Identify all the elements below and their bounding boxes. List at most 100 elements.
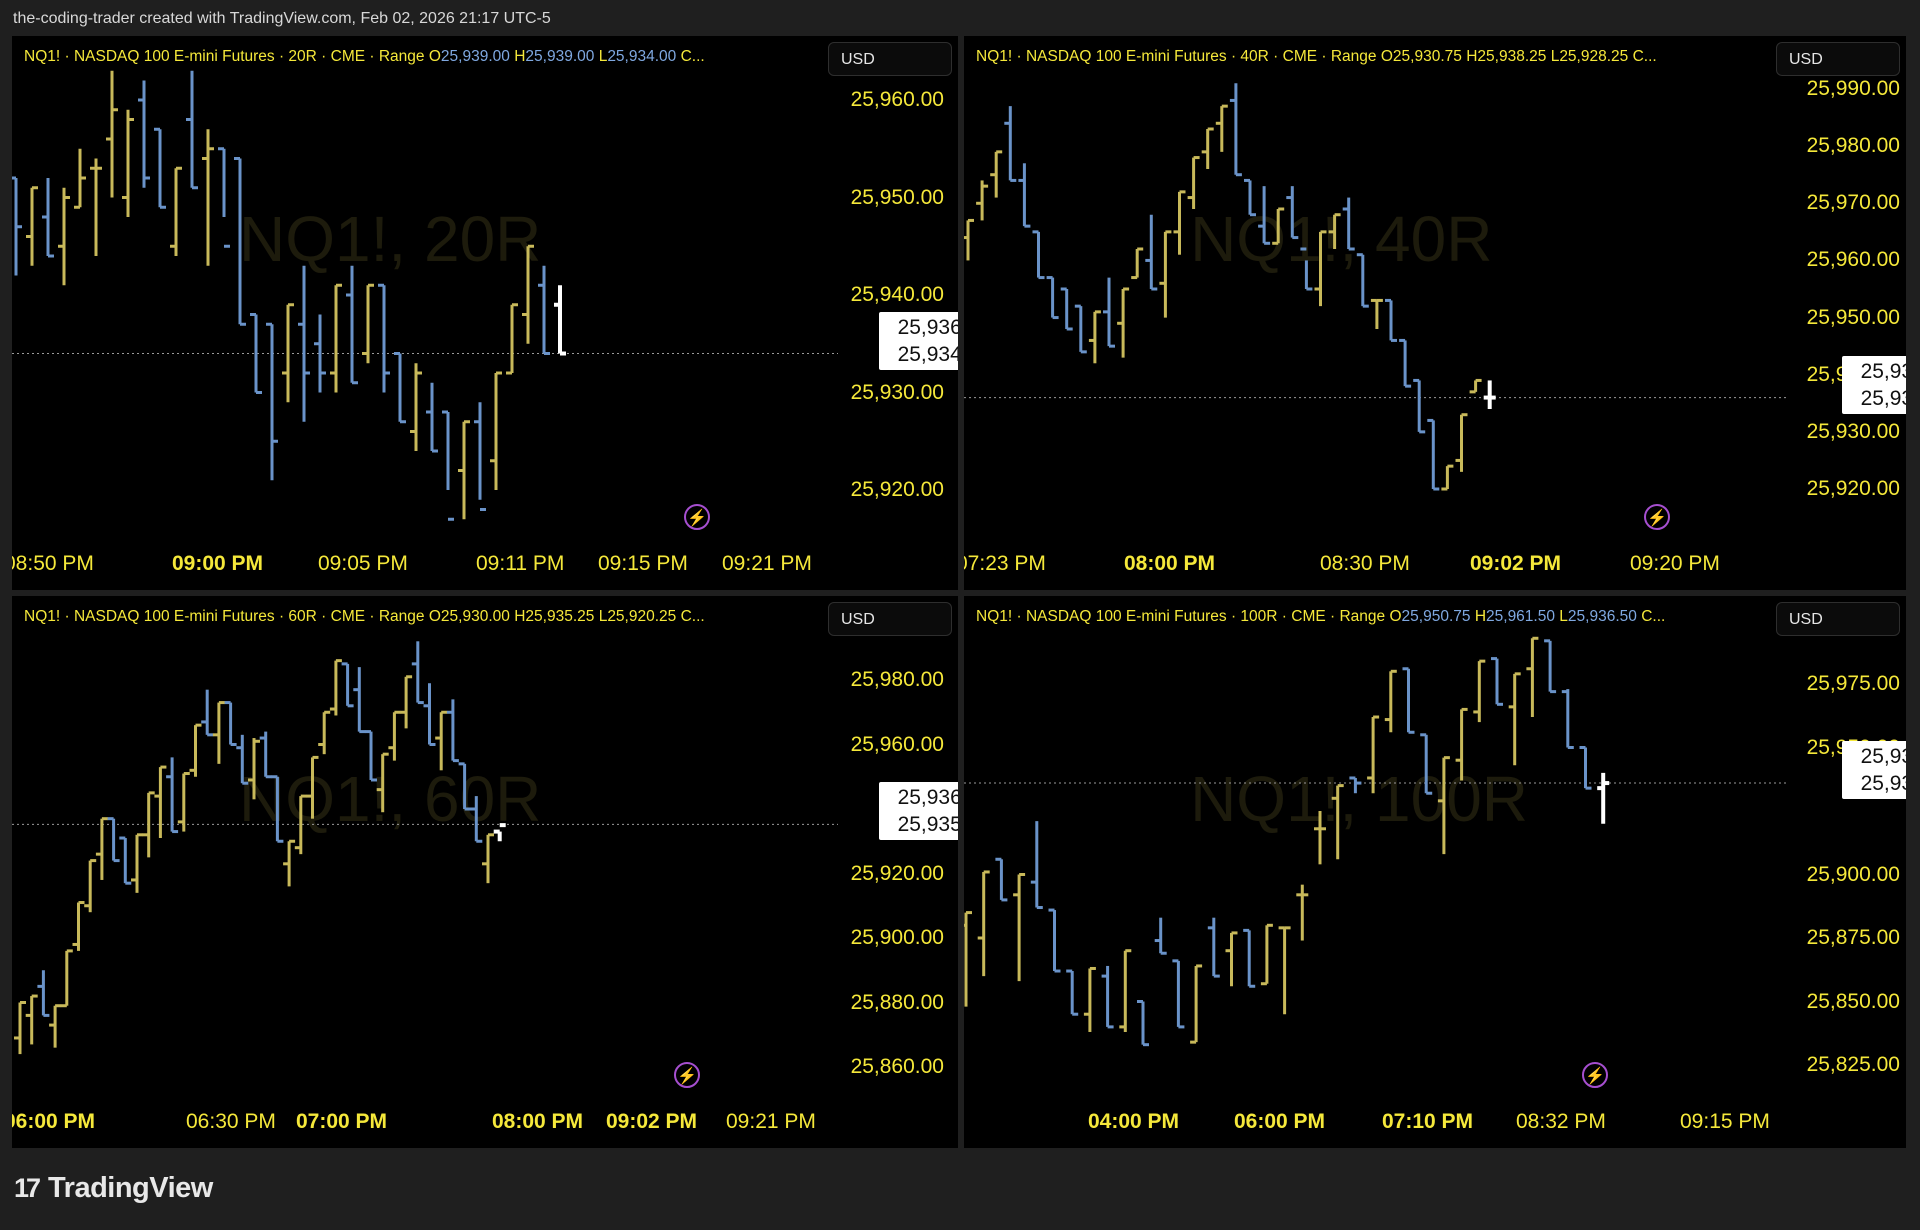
ohlc-bar — [107, 817, 120, 863]
lightning-icon[interactable]: ⚡ — [684, 504, 710, 530]
chart-panel-p100[interactable]: NQ1! · NASDAQ 100 E-mini Futures · 100R … — [964, 596, 1906, 1148]
ohlc-bar — [378, 283, 390, 393]
ohlc-bar — [1207, 917, 1220, 978]
ohlc-bar — [1066, 969, 1079, 1016]
ohlc-bar — [58, 187, 70, 286]
ohlc-bar — [458, 420, 470, 520]
lightning-icon[interactable]: ⚡ — [1582, 1062, 1608, 1088]
ohlc-bar — [106, 70, 118, 198]
ohlc-bar — [259, 731, 272, 779]
ohlc-bar — [1561, 689, 1574, 749]
price-axis-tick: 25,900.00 — [1806, 862, 1900, 886]
time-axis-tick: 09:02 PM — [606, 1110, 698, 1133]
price-plot-area[interactable] — [964, 36, 1786, 590]
ohlc-bar — [1314, 230, 1327, 307]
legend-open-label: O — [1380, 48, 1393, 65]
currency-button[interactable]: USD — [828, 42, 952, 76]
ohlc-bar — [131, 833, 143, 893]
ohlc-bar — [201, 689, 214, 737]
time-axis-tick: 08:00 PM — [1124, 552, 1216, 575]
ohlc-bar — [154, 765, 167, 839]
ohlc-bar — [493, 823, 506, 842]
price-label-value: 25,936.00 — [897, 315, 958, 339]
ohlc-bar — [1491, 657, 1503, 706]
price-axis-tick: 25,980.00 — [1806, 134, 1900, 158]
legend-high-label: H — [1466, 48, 1478, 65]
ohlc-bar — [522, 244, 534, 344]
lightning-icon[interactable]: ⚡ — [1644, 504, 1670, 530]
price-plot-area[interactable] — [964, 596, 1786, 1148]
currency-button[interactable]: USD — [828, 602, 952, 636]
time-axis-tick: 08:30 PM — [1320, 552, 1410, 575]
ohlc-bar — [426, 382, 438, 453]
ohlc-bar — [1243, 928, 1256, 988]
price-plot-area[interactable] — [12, 596, 838, 1148]
current-price-label: 25,936.50 25,936.00 — [1842, 741, 1906, 800]
chart-legend: NQ1! · NASDAQ 100 E-mini Futures · 60R ·… — [24, 608, 705, 626]
current-price-label: 25,936.00 25,934.00 — [879, 311, 958, 370]
ohlc-bar — [1286, 186, 1299, 240]
price-axis-tick: 25,850.00 — [1806, 989, 1900, 1013]
ohlc-bar — [1455, 413, 1468, 472]
price-label-value: 25,936.00 — [897, 786, 958, 810]
ohlc-bar — [482, 833, 494, 884]
legend-close-label: C... — [680, 48, 705, 65]
legend-low-label: L — [598, 608, 608, 625]
ohlc-bar — [1060, 287, 1073, 331]
ohlc-bar — [388, 710, 401, 761]
legend-open-label: O — [1389, 608, 1402, 625]
ohlc-bar — [1349, 776, 1362, 794]
chart-panel-p40[interactable]: NQ1! · NASDAQ 100 E-mini Futures · 40R ·… — [964, 36, 1906, 590]
ohlc-bar — [122, 109, 134, 217]
ohlc-bar — [1190, 964, 1203, 1044]
legend-symbol: NQ1! · NASDAQ 100 E-mini Futures · 100R … — [976, 608, 1386, 625]
ohlc-bar — [202, 129, 214, 266]
price-axis-tick: 25,920.00 — [850, 478, 944, 501]
ohlc-bar — [1420, 733, 1433, 795]
time-axis-tick: 08:32 PM — [1516, 1110, 1606, 1133]
ohlc-bar — [250, 313, 262, 394]
ohlc-bar — [1579, 746, 1592, 790]
ohlc-bar — [1032, 230, 1045, 280]
ohlc-bar — [14, 1001, 26, 1055]
time-axis-tick: 07:10 PM — [1382, 1110, 1474, 1133]
time-axis-tick: 09:11 PM — [476, 552, 565, 575]
ohlc-bar — [1260, 923, 1273, 986]
ohlc-bar — [1331, 784, 1344, 860]
tradingview-logo[interactable]: 17 TradingView — [14, 1172, 213, 1205]
chart-legend: NQ1! · NASDAQ 100 E-mini Futures · 100R … — [976, 608, 1665, 626]
price-axis-tick: 25,970.00 — [1806, 191, 1900, 215]
chart-legend: NQ1! · NASDAQ 100 E-mini Futures · 20R ·… — [24, 48, 705, 66]
ohlc-bar — [1145, 214, 1158, 291]
ohlc-bar — [976, 180, 989, 221]
chart-legend: NQ1! · NASDAQ 100 E-mini Futures · 40R ·… — [976, 48, 1657, 66]
lightning-icon[interactable]: ⚡ — [674, 1062, 700, 1088]
time-axis-tick: 09:02 PM — [1470, 552, 1562, 575]
ohlc-bar — [1342, 197, 1355, 251]
legend-open-value: 25,930.00 — [440, 608, 510, 625]
ohlc-bar — [538, 265, 550, 355]
price-plot-area[interactable] — [12, 36, 838, 590]
ohlc-bar — [995, 857, 1008, 902]
price-axis-tick: 25,990.00 — [1806, 77, 1900, 100]
ohlc-bar — [330, 283, 342, 393]
ohlc-bar — [554, 285, 566, 356]
ohlc-bar — [1117, 287, 1130, 358]
ohlc-bar — [1427, 418, 1440, 491]
currency-button[interactable]: USD — [1776, 42, 1900, 76]
ohlc-bar — [442, 410, 454, 521]
currency-button[interactable]: USD — [1776, 602, 1900, 636]
current-price-label: 25,938.25 25,936.00 — [1842, 355, 1906, 414]
price-axis-tick: 25,980.00 — [850, 668, 944, 691]
legend-low-value: 25,920.25 — [607, 608, 677, 625]
ohlc-bar — [964, 911, 972, 1007]
ohlc-bar — [266, 322, 278, 481]
chart-panel-p20[interactable]: NQ1! · NASDAQ 100 E-mini Futures · 20R ·… — [12, 36, 958, 590]
ohlc-bar — [314, 314, 326, 393]
price-label-value: 25,936.50 — [1860, 745, 1906, 769]
ohlc-bar — [1328, 213, 1341, 249]
ohlc-bar — [1046, 276, 1059, 320]
chart-panel-p60[interactable]: NQ1! · NASDAQ 100 E-mini Futures · 60R ·… — [12, 596, 958, 1148]
ohlc-bar — [294, 794, 307, 855]
ohlc-bar — [1385, 298, 1397, 342]
